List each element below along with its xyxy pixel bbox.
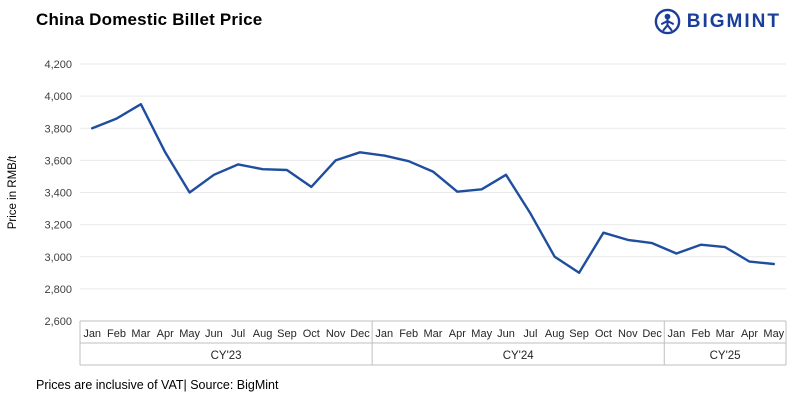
year-group-label: CY'23 xyxy=(211,350,242,362)
y-tick-label: 4,200 xyxy=(44,59,72,71)
x-tick-label: Sep xyxy=(569,328,589,340)
page-title: China Domestic Billet Price xyxy=(36,10,263,29)
year-group-label: CY'24 xyxy=(503,350,535,362)
y-tick-label: 4,000 xyxy=(44,91,72,103)
source-footnote: Prices are inclusive of VAT| Source: Big… xyxy=(36,378,279,392)
x-tick-label: Feb xyxy=(691,328,710,340)
x-tick-label: Mar xyxy=(424,328,443,340)
price-chart: 2,600 2,800 3,000 3,200 3,400 3,600 3,800 4,000… xyxy=(7,59,787,366)
x-tick-label: Nov xyxy=(618,328,638,340)
x-tick-label: Jan xyxy=(668,328,686,340)
x-tick-label: Jun xyxy=(497,328,515,340)
y-tick-label: 3,800 xyxy=(44,123,72,135)
x-tick-label: Apr xyxy=(157,328,174,340)
bigmint-logo: BIGMINT xyxy=(654,8,781,35)
x-tick-label: Oct xyxy=(595,328,612,340)
x-tick-label: May xyxy=(179,328,200,340)
x-tick-label: May xyxy=(763,328,784,340)
x-tick-label: Jun xyxy=(205,328,223,340)
x-tick-label: Nov xyxy=(326,328,346,340)
x-tick-label: May xyxy=(471,328,492,340)
x-tick-label: Aug xyxy=(253,328,273,340)
x-tick-label: Dec xyxy=(642,328,662,340)
x-tick-label: Jan xyxy=(83,328,101,340)
y-tick-label: 2,600 xyxy=(44,316,72,328)
x-tick-label: Sep xyxy=(277,328,297,340)
y-axis-title: Price in RMB/t xyxy=(7,155,19,229)
x-tick-label: Aug xyxy=(545,328,565,340)
bigmint-logo-text: BIGMINT xyxy=(686,10,781,32)
price-line-series xyxy=(90,103,775,275)
year-group-label: CY'25 xyxy=(710,350,741,362)
x-tick-label: Mar xyxy=(716,328,735,340)
y-tick-label: 3,400 xyxy=(44,188,72,200)
x-tick-label: Apr xyxy=(449,328,466,340)
x-tick-label: Jul xyxy=(523,328,537,340)
x-tick-label: Feb xyxy=(399,328,418,340)
x-tick-label: Mar xyxy=(131,328,150,340)
x-tick-label: Dec xyxy=(350,328,370,340)
y-tick-label: 3,000 xyxy=(44,252,72,264)
y-tick-label: 3,600 xyxy=(44,155,72,167)
x-tick-label: Apr xyxy=(741,328,758,340)
x-tick-label: Jul xyxy=(231,328,245,340)
x-tick-label: Jan xyxy=(375,328,393,340)
x-tick-label: Oct xyxy=(303,328,320,340)
x-tick-label: Feb xyxy=(107,328,126,340)
bigmint-logo-icon xyxy=(654,8,681,35)
y-tick-label: 2,800 xyxy=(44,284,72,296)
y-tick-label: 3,200 xyxy=(44,220,72,232)
